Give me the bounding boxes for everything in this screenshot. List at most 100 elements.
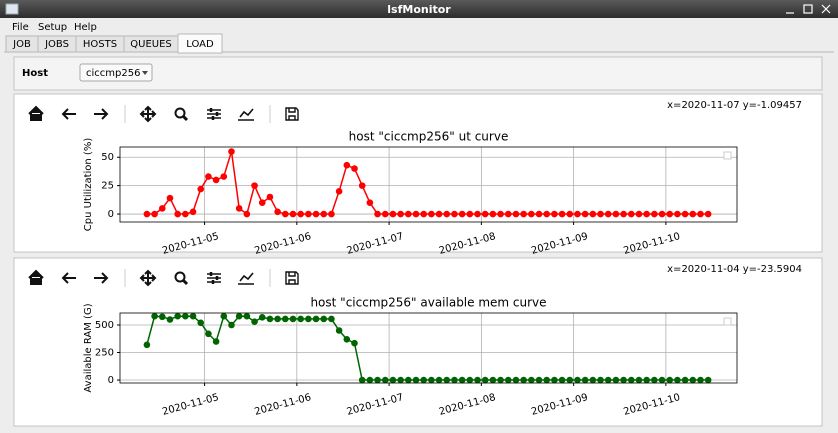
tool-axes[interactable]	[238, 272, 254, 285]
data-point	[474, 376, 481, 384]
select-arrow[interactable]	[142, 71, 148, 75]
window-controls[interactable]	[786, 4, 831, 14]
data-point	[289, 315, 297, 323]
data-point	[635, 210, 643, 218]
tab-label[interactable]: JOBS	[44, 39, 69, 50]
data-point	[497, 376, 504, 384]
data-point	[343, 336, 351, 343]
data-point	[512, 210, 520, 218]
tool-forward[interactable]	[94, 272, 109, 284]
data-point	[589, 376, 597, 384]
data-point	[374, 210, 381, 218]
data-point	[405, 376, 412, 384]
data-point	[566, 210, 574, 218]
data-point	[458, 376, 466, 384]
icon	[61, 272, 76, 284]
data-point	[597, 210, 604, 218]
tool-zoom[interactable]	[174, 271, 189, 286]
tool-subplots[interactable]	[207, 272, 221, 284]
tool-save[interactable]	[285, 107, 299, 121]
data-point	[474, 210, 481, 218]
menu-item[interactable]: Help	[74, 22, 97, 33]
y-tick-label: 0	[108, 375, 114, 386]
data-point	[643, 376, 650, 384]
data-point	[220, 312, 228, 320]
data-point	[651, 376, 658, 384]
data-point	[282, 315, 289, 323]
icon	[139, 269, 157, 287]
tool-home[interactable]	[28, 105, 44, 121]
legend-box	[723, 151, 732, 160]
data-point	[320, 315, 328, 323]
tool-back[interactable]	[61, 272, 76, 284]
data-point	[166, 194, 174, 202]
data-point	[635, 376, 643, 384]
data-point	[612, 376, 620, 384]
data-point	[581, 376, 589, 384]
icon	[94, 108, 109, 120]
axes-frame	[119, 312, 738, 384]
data-point	[681, 376, 689, 384]
tab-label[interactable]: LOAD	[186, 39, 214, 50]
data-point	[297, 210, 304, 218]
data-point	[528, 376, 535, 384]
data-point	[704, 210, 712, 218]
tab[interactable]	[177, 33, 223, 54]
cursor-status: x=2020-11-04 y=-23.5904	[667, 264, 802, 275]
data-point	[358, 182, 366, 189]
data-point	[243, 312, 251, 320]
y-tick-label: 250	[95, 348, 114, 359]
menu-item[interactable]: Setup	[38, 22, 67, 33]
tool-save[interactable]	[285, 271, 299, 285]
data-point	[158, 313, 166, 321]
data-point	[512, 376, 520, 384]
data-point	[151, 210, 158, 218]
data-point	[212, 176, 220, 184]
tool-axes[interactable]	[238, 108, 254, 121]
data-point	[143, 210, 151, 218]
data-point	[643, 210, 650, 218]
tab-label[interactable]: QUEUES	[130, 39, 172, 50]
data-point	[574, 210, 581, 218]
data-point	[258, 313, 266, 321]
data-point	[443, 376, 451, 384]
tool-zoom[interactable]	[174, 107, 189, 122]
y-tick-label: 500	[95, 320, 114, 331]
data-point	[627, 210, 635, 218]
tool-pan[interactable]	[139, 105, 157, 123]
data-point	[289, 210, 297, 218]
data-point	[627, 376, 635, 384]
tab-label[interactable]: JOB	[12, 39, 31, 50]
tool-subplots[interactable]	[207, 108, 221, 120]
data-point	[212, 338, 220, 345]
menu-bar	[0, 18, 838, 34]
data-point	[466, 376, 474, 384]
data-point	[189, 312, 197, 320]
icon	[285, 271, 299, 285]
tool-pan[interactable]	[139, 269, 157, 287]
data-point	[166, 316, 174, 323]
icon	[285, 107, 299, 121]
data-point	[428, 210, 435, 218]
tool-back[interactable]	[61, 108, 76, 120]
tool-home[interactable]	[28, 269, 44, 285]
host-select-value[interactable]: ciccmp256	[86, 68, 140, 79]
menu-item[interactable]: File	[12, 22, 29, 33]
data-point	[497, 210, 504, 218]
data-point	[435, 376, 443, 384]
cursor-status: x=2020-11-07 y=-1.09457	[667, 100, 802, 111]
data-point	[520, 210, 527, 218]
data-point	[366, 376, 374, 384]
data-point	[397, 376, 404, 384]
data-point	[243, 210, 251, 218]
plot-area	[120, 147, 737, 222]
tool-forward[interactable]	[94, 108, 109, 120]
host-select[interactable]	[79, 63, 153, 82]
data-point	[405, 210, 412, 218]
data-point	[266, 315, 274, 323]
data-point	[328, 315, 335, 323]
tab-label[interactable]: HOSTS	[83, 39, 117, 50]
data-point	[305, 210, 312, 218]
